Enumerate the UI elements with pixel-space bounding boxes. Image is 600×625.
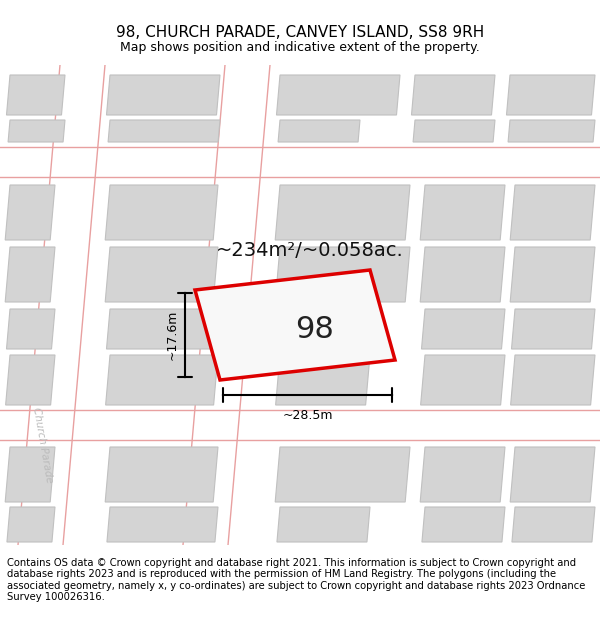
Polygon shape <box>510 447 595 502</box>
Polygon shape <box>511 355 595 405</box>
Polygon shape <box>0 410 600 440</box>
Polygon shape <box>107 507 218 542</box>
Polygon shape <box>105 447 218 502</box>
Polygon shape <box>412 75 495 115</box>
Polygon shape <box>5 185 55 240</box>
Polygon shape <box>7 75 65 115</box>
Polygon shape <box>510 247 595 302</box>
Text: ~234m²/~0.058ac.: ~234m²/~0.058ac. <box>216 241 404 259</box>
Polygon shape <box>420 185 505 240</box>
Polygon shape <box>506 75 595 115</box>
Text: Map shows position and indicative extent of the property.: Map shows position and indicative extent… <box>120 41 480 54</box>
Polygon shape <box>106 355 218 405</box>
Text: 98: 98 <box>296 316 334 344</box>
Polygon shape <box>0 147 600 177</box>
Polygon shape <box>108 120 220 142</box>
Polygon shape <box>511 309 595 349</box>
Polygon shape <box>510 185 595 240</box>
Text: Church Parade: Church Parade <box>233 296 257 374</box>
Polygon shape <box>183 65 270 545</box>
Polygon shape <box>5 355 55 405</box>
Polygon shape <box>277 309 370 349</box>
Polygon shape <box>278 120 360 142</box>
Text: 98, CHURCH PARADE, CANVEY ISLAND, SS8 9RH: 98, CHURCH PARADE, CANVEY ISLAND, SS8 9R… <box>116 25 484 40</box>
Polygon shape <box>107 75 220 115</box>
Polygon shape <box>8 120 65 142</box>
Polygon shape <box>277 75 400 115</box>
Polygon shape <box>277 507 370 542</box>
Polygon shape <box>5 247 55 302</box>
Text: Church Parade: Church Parade <box>31 406 55 484</box>
Polygon shape <box>18 65 105 545</box>
Polygon shape <box>413 120 495 142</box>
Polygon shape <box>508 120 595 142</box>
Polygon shape <box>5 447 55 502</box>
Polygon shape <box>275 247 410 302</box>
Polygon shape <box>420 247 505 302</box>
Polygon shape <box>107 309 218 349</box>
Polygon shape <box>512 507 595 542</box>
Polygon shape <box>421 309 505 349</box>
Text: ~17.6m: ~17.6m <box>166 310 179 360</box>
Polygon shape <box>275 355 370 405</box>
Polygon shape <box>7 507 55 542</box>
Polygon shape <box>421 355 505 405</box>
Polygon shape <box>275 447 410 502</box>
Polygon shape <box>420 447 505 502</box>
Polygon shape <box>105 247 218 302</box>
Polygon shape <box>7 309 55 349</box>
Text: Contains OS data © Crown copyright and database right 2021. This information is : Contains OS data © Crown copyright and d… <box>7 558 586 602</box>
Polygon shape <box>195 270 395 380</box>
Text: ~28.5m: ~28.5m <box>282 409 333 422</box>
Polygon shape <box>422 507 505 542</box>
Polygon shape <box>275 185 410 240</box>
Polygon shape <box>105 185 218 240</box>
